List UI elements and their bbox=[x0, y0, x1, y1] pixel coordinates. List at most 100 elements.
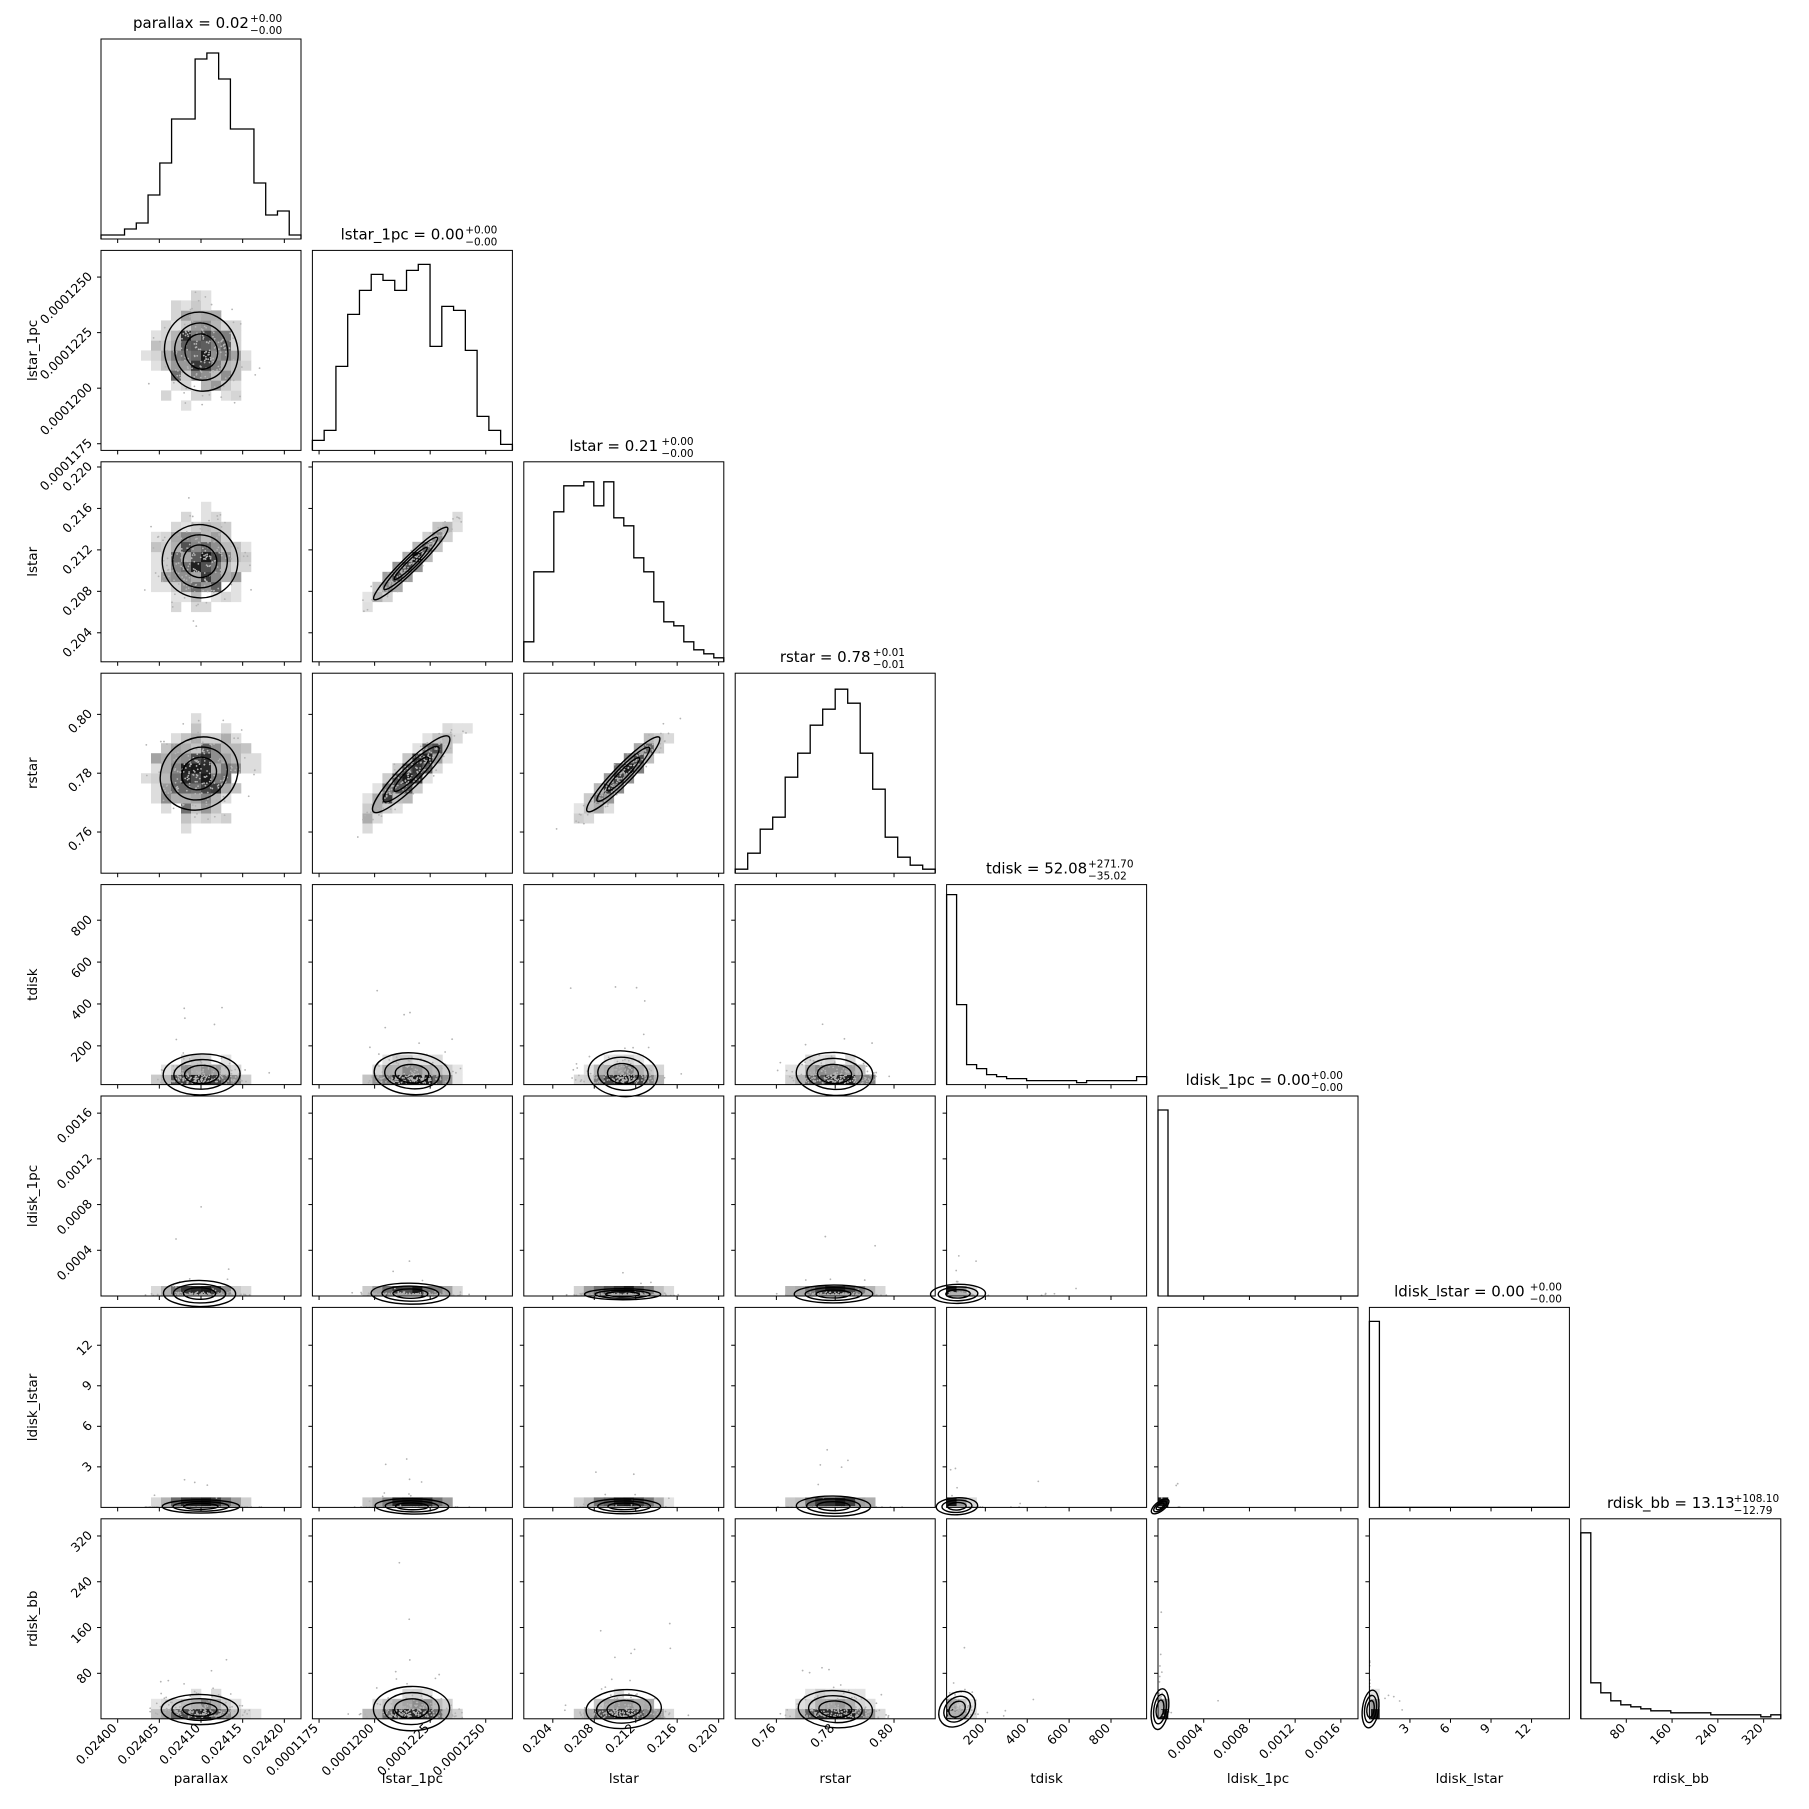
sample-point bbox=[218, 534, 221, 537]
sample-point bbox=[388, 1292, 390, 1295]
density-cell bbox=[825, 1054, 836, 1065]
sample-point bbox=[444, 1051, 447, 1053]
sample-point bbox=[175, 757, 178, 760]
sample-point bbox=[607, 1056, 610, 1059]
sample-point bbox=[213, 782, 216, 784]
sample-point bbox=[179, 1076, 182, 1078]
density-cell bbox=[412, 753, 423, 764]
title-ldisk_1pc: ldisk_1pc = 0.00 bbox=[1186, 1071, 1311, 1090]
sample-point bbox=[233, 1079, 236, 1082]
sample-point bbox=[158, 771, 161, 774]
contour-level-3 bbox=[162, 1053, 241, 1096]
density-cell bbox=[583, 793, 595, 804]
density-cell bbox=[241, 1497, 252, 1508]
sample-point bbox=[207, 1066, 210, 1069]
density-cell bbox=[161, 390, 172, 401]
sample-point bbox=[410, 549, 413, 552]
sample-point bbox=[428, 750, 431, 753]
density-cell bbox=[221, 551, 232, 563]
sample-point bbox=[208, 772, 211, 775]
sample-point bbox=[178, 374, 181, 377]
sample-point bbox=[833, 1061, 836, 1064]
sample-point bbox=[202, 1068, 205, 1071]
sample-point bbox=[428, 1291, 431, 1294]
sample-point bbox=[220, 345, 223, 348]
density-cell bbox=[241, 1074, 252, 1085]
density-cell bbox=[382, 1054, 393, 1065]
sample-point bbox=[193, 591, 196, 593]
sample-point bbox=[226, 741, 229, 744]
sample-point bbox=[208, 761, 211, 764]
density-cell bbox=[442, 733, 453, 744]
sample-point bbox=[840, 1072, 843, 1075]
sample-point bbox=[181, 1082, 183, 1085]
sample-point bbox=[593, 1076, 596, 1079]
sample-point bbox=[378, 797, 381, 799]
density-cell bbox=[221, 591, 232, 603]
sample-point bbox=[165, 772, 168, 774]
sample-point bbox=[411, 1080, 414, 1082]
sample-point bbox=[177, 562, 180, 565]
sample-point bbox=[425, 742, 428, 745]
sample-point bbox=[367, 1081, 370, 1084]
density-cell bbox=[251, 763, 262, 774]
sample-point bbox=[406, 773, 409, 776]
sample-point bbox=[421, 552, 424, 555]
density-cell bbox=[201, 521, 212, 533]
sample-point bbox=[205, 326, 208, 329]
sample-point bbox=[183, 1064, 185, 1067]
sample-point bbox=[809, 1291, 812, 1294]
sample-point bbox=[635, 760, 637, 762]
sample-point bbox=[606, 805, 609, 808]
sample-point bbox=[839, 1293, 842, 1296]
sample-point bbox=[812, 1079, 815, 1082]
density-cell bbox=[785, 1497, 796, 1508]
sample-point bbox=[201, 528, 203, 531]
sample-point bbox=[624, 1047, 626, 1050]
sample-point bbox=[433, 541, 436, 544]
density-cell bbox=[161, 561, 172, 573]
sample-point bbox=[640, 753, 642, 755]
sample-point bbox=[192, 769, 195, 772]
sample-point bbox=[846, 1081, 849, 1084]
contour-level-1 bbox=[394, 1063, 430, 1084]
sample-point bbox=[851, 1064, 854, 1067]
sample-point bbox=[399, 1074, 402, 1077]
sample-point bbox=[620, 771, 623, 774]
contour-level-2 bbox=[172, 1283, 227, 1304]
sample-point bbox=[203, 554, 205, 557]
sample-point bbox=[201, 547, 204, 550]
sample-point bbox=[824, 1071, 827, 1074]
sample-point bbox=[206, 1075, 209, 1077]
sample-point bbox=[218, 1077, 221, 1080]
sample-point bbox=[194, 325, 197, 328]
sample-point bbox=[194, 805, 197, 807]
contour-level-2 bbox=[381, 1285, 440, 1302]
sample-point bbox=[226, 1291, 229, 1294]
sample-point bbox=[587, 807, 590, 810]
panel-ldisk_lstar-vs-lstar bbox=[519, 1306, 725, 1515]
sample-point bbox=[599, 794, 602, 797]
sample-point bbox=[218, 551, 221, 554]
contour-level-3 bbox=[162, 1279, 237, 1308]
sample-point bbox=[185, 531, 188, 533]
sample-point bbox=[409, 1494, 412, 1497]
sample-point bbox=[206, 555, 209, 558]
sample-point bbox=[395, 1061, 398, 1064]
sample-point bbox=[243, 756, 246, 759]
sample-point bbox=[197, 785, 199, 788]
density-cell bbox=[181, 803, 192, 814]
sample-point bbox=[589, 1072, 592, 1075]
sample-point bbox=[189, 514, 192, 517]
sample-point bbox=[617, 1076, 619, 1079]
sample-point bbox=[412, 1293, 415, 1295]
sample-point bbox=[172, 1065, 175, 1067]
sample-point bbox=[206, 590, 209, 593]
density-cell bbox=[231, 320, 242, 331]
density-cell bbox=[191, 340, 202, 351]
sample-point bbox=[218, 1292, 221, 1295]
density-cell bbox=[452, 1064, 463, 1075]
sample-point bbox=[200, 768, 202, 770]
density-cell bbox=[432, 763, 443, 774]
sample-point bbox=[622, 1074, 625, 1077]
